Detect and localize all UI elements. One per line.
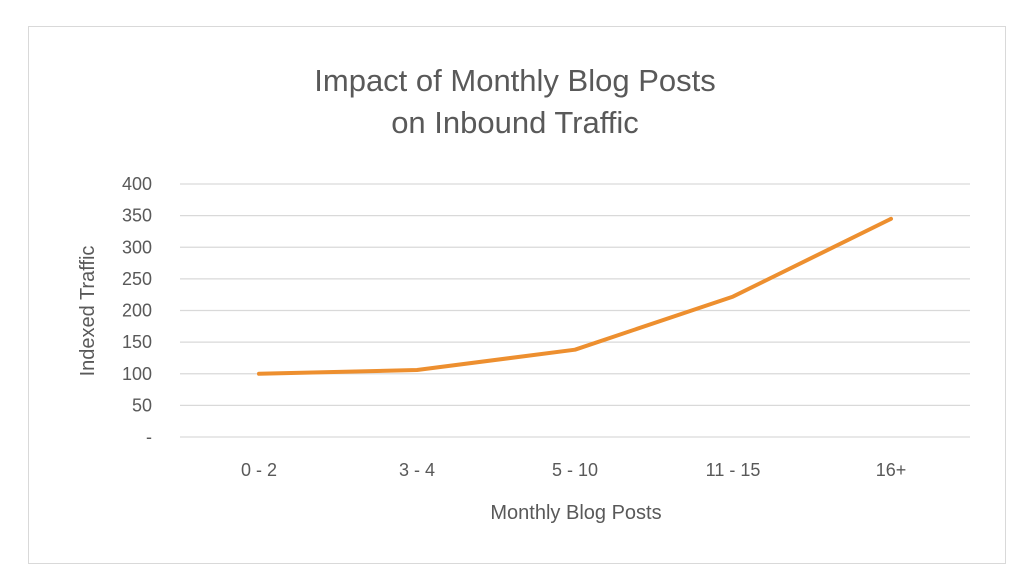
series-lines: [257, 216, 893, 376]
y-tick-label: -: [146, 427, 152, 447]
chart-frame: [28, 26, 1006, 564]
gridlines: [180, 183, 970, 438]
y-tick-label: 300: [122, 237, 152, 257]
x-tick-label: 3 - 4: [399, 460, 435, 480]
y-tick-label: 150: [122, 332, 152, 352]
x-tick-label: 0 - 2: [241, 460, 277, 480]
x-axis-title: Monthly Blog Posts: [490, 502, 661, 524]
chart-title: Impact of Monthly Blog Posts on Inbound …: [0, 60, 1030, 144]
series-line: [257, 216, 893, 376]
y-tick-label: 400: [122, 174, 152, 194]
x-tick-label: 11 - 15: [706, 460, 761, 480]
chart-title-line-2: on Inbound Traffic: [391, 105, 639, 140]
y-tick-labels: 400 350 300 250 200 150 100 50 -: [122, 174, 152, 447]
y-axis-title: Indexed Traffic: [77, 246, 99, 377]
y-tick-label: 250: [122, 269, 152, 289]
y-tick-label: 100: [122, 364, 152, 384]
y-tick-label: 50: [132, 395, 152, 415]
y-tick-label: 350: [122, 206, 152, 226]
x-tick-label: 5 - 10: [552, 460, 598, 480]
x-tick-label: 16+: [876, 460, 907, 480]
chart-title-line-1: Impact of Monthly Blog Posts: [314, 63, 716, 98]
y-tick-label: 200: [122, 301, 152, 321]
x-tick-labels: 0 - 2 3 - 4 5 - 10 11 - 15 16+: [241, 460, 906, 480]
